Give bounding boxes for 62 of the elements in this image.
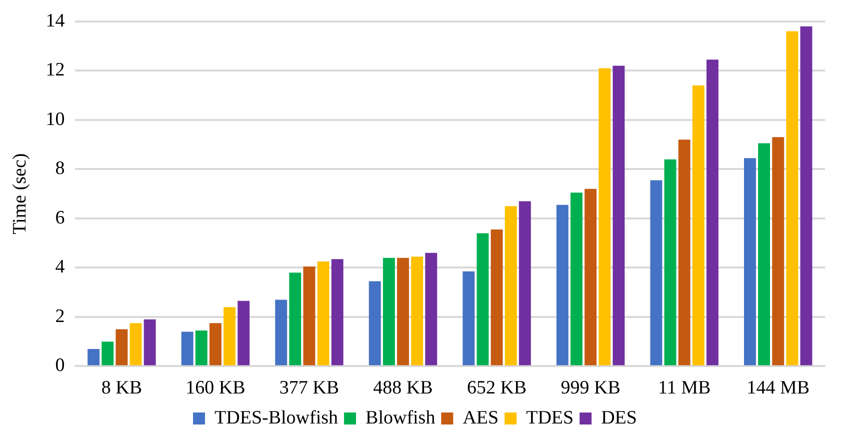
bar: [504, 206, 517, 366]
legend-label: TDES-Blowfish: [214, 407, 339, 428]
bar: [331, 259, 344, 366]
bar: [397, 258, 409, 366]
y-tick-label: 8: [55, 158, 65, 180]
bar: [462, 271, 475, 366]
legend-label: Blowfish: [366, 407, 436, 428]
bar: [706, 60, 718, 366]
y-tick-label: 2: [55, 306, 65, 327]
legend-label: DES: [601, 407, 637, 428]
bar: [612, 66, 625, 366]
bar: [209, 323, 222, 366]
bar: [368, 281, 381, 366]
y-tick-label: 4: [55, 256, 66, 278]
y-tick-label: 10: [46, 108, 65, 130]
bar: [650, 180, 662, 366]
bar: [490, 230, 503, 366]
bar: [275, 300, 288, 366]
y-tick-label: 14: [46, 10, 66, 32]
bar: [195, 330, 208, 366]
legend-label: TDES: [526, 407, 574, 428]
bar: [518, 201, 531, 366]
bar: [664, 159, 676, 366]
bar: [584, 188, 597, 366]
bar: [556, 204, 568, 366]
bar: [88, 348, 100, 366]
bar: [224, 307, 236, 366]
bar: [476, 233, 489, 366]
bar: [570, 192, 582, 366]
bar: [692, 85, 704, 366]
y-tick-label: 0: [55, 355, 65, 376]
x-tick-label: 144 MB: [746, 378, 810, 399]
bar: [411, 256, 424, 366]
x-tick-label: 652 KB: [466, 378, 527, 399]
bar: [116, 329, 128, 366]
bar: [144, 319, 156, 366]
bar: [289, 272, 302, 366]
bar: [181, 332, 194, 366]
legend-label: AES: [462, 407, 499, 428]
x-tick-label: 11 MB: [658, 378, 711, 399]
bar: [800, 26, 812, 366]
x-tick-label: 8 KB: [101, 378, 142, 399]
x-tick-label: 999 KB: [560, 378, 620, 399]
bar: [598, 68, 611, 366]
bar: [744, 158, 756, 366]
bar: [102, 342, 114, 366]
x-tick-label: 160 KB: [186, 378, 246, 399]
bar: [425, 252, 438, 366]
y-axis-title: Time (sec): [9, 153, 30, 234]
bar: [317, 262, 330, 366]
bar: [382, 258, 395, 366]
bar: [130, 323, 142, 366]
bar: [303, 266, 316, 366]
bar: [786, 31, 798, 366]
bar: [678, 140, 690, 366]
y-tick-label: 12: [46, 60, 65, 81]
bar: [238, 300, 250, 366]
x-tick-label: 488 KB: [373, 378, 433, 399]
bar: [772, 137, 784, 366]
bar: [758, 143, 770, 366]
y-tick-label: 6: [55, 207, 65, 228]
x-tick-label: 377 KB: [279, 378, 340, 399]
